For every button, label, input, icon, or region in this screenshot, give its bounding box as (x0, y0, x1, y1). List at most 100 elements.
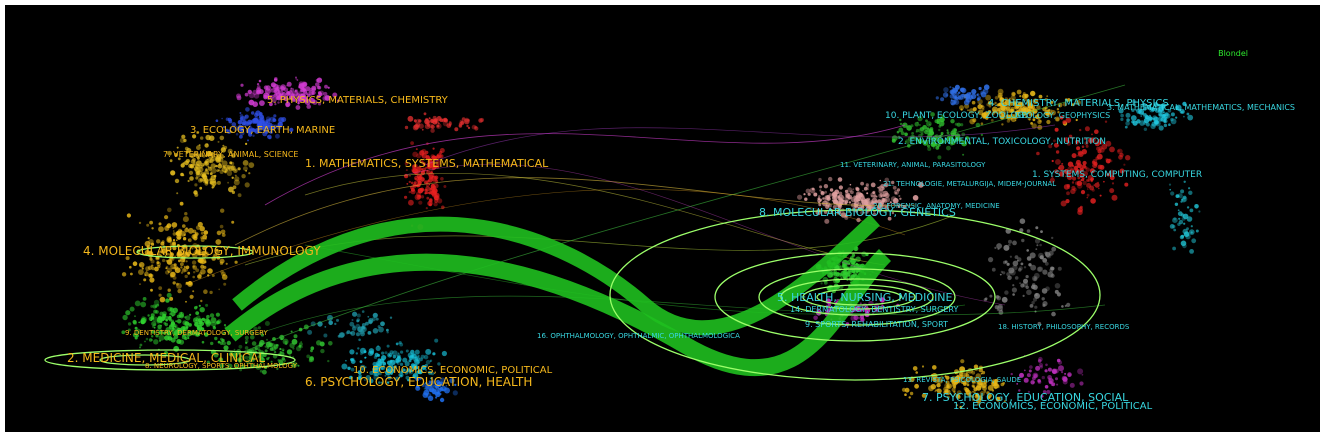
journal-node (278, 359, 284, 365)
journal-node (148, 338, 153, 342)
journal-node (158, 222, 162, 226)
journal-node (838, 185, 844, 190)
journal-node (1046, 253, 1052, 259)
journal-node (1064, 137, 1069, 142)
right-cluster-label[interactable]: 18. HISTORY, PHILOSOPHY, RECORDS (998, 323, 1130, 331)
journal-node (386, 328, 389, 332)
journal-node (1057, 111, 1060, 114)
journal-node (421, 128, 424, 131)
journal-node (1085, 144, 1089, 148)
left-cluster-label[interactable]: 2. MEDICINE, MEDICAL, CLINICAL (67, 351, 266, 365)
journal-node (308, 90, 315, 96)
right-cluster-label[interactable]: 1. SYSTEMS, COMPUTING, COMPUTER (1032, 170, 1203, 180)
right-cluster-label[interactable]: 3. MATHEMATICAL, MATHEMATICS, MECHANICS (1107, 103, 1295, 112)
right-cluster-label[interactable]: 21. TEHNOLOGIE, METALURGIJA, MIDEM-JOURN… (883, 180, 1057, 188)
journal-node (912, 195, 919, 201)
journal-node (1087, 188, 1089, 190)
left-cluster-label[interactable]: 10. ECONOMICS, ECONOMIC, POLITICAL (353, 365, 553, 376)
left-cluster-label[interactable]: 5. PHYSICS, MATERIALS, CHEMISTRY (267, 95, 448, 106)
journal-node (194, 232, 197, 234)
left-cluster-label[interactable]: 1. MATHEMATICS, SYSTEMS, MATHEMATICAL (305, 157, 549, 170)
journal-node (1175, 194, 1180, 199)
journal-node (1054, 127, 1059, 132)
journal-node (940, 97, 945, 102)
journal-node (1029, 252, 1036, 259)
journal-node (420, 195, 425, 199)
right-cluster-label[interactable]: 4. CHEMISTRY, MATERIALS, PHYSICS (988, 98, 1169, 109)
journal-node (1009, 255, 1013, 258)
journal-node (397, 355, 401, 359)
journal-node (1038, 362, 1043, 368)
journal-node (375, 317, 379, 321)
journal-node (276, 367, 279, 371)
journal-node (1051, 382, 1056, 387)
journal-node (1023, 369, 1026, 372)
journal-node (1056, 108, 1060, 111)
journal-node (1059, 115, 1064, 120)
journal-node (819, 185, 823, 189)
journal-node (403, 368, 407, 372)
journal-node (144, 271, 149, 277)
journal-node (126, 213, 131, 218)
journal-node (235, 132, 239, 136)
journal-node (415, 148, 418, 151)
journal-node (350, 367, 355, 372)
journal-node (373, 374, 380, 381)
journal-node (969, 142, 972, 145)
journal-node (1169, 224, 1175, 229)
right-cluster-label[interactable]: 16. OPHTHALMOLOGY, OPHTHALMIC, OPHTHALMO… (537, 332, 740, 340)
journal-node (853, 197, 859, 203)
journal-node (1060, 200, 1067, 207)
journal-node (151, 330, 156, 334)
left-cluster-label[interactable]: 8. NEUROLOGY, SPORTS, OPHTHALMOLOGY (145, 362, 298, 370)
journal-node (1044, 109, 1051, 116)
right-cluster-label[interactable]: 5. HEALTH, NURSING, MEDICINE (777, 291, 953, 304)
journal-node (900, 208, 904, 212)
right-cluster-label[interactable]: GEOLOGY, GEOPHYSICS (1015, 111, 1111, 120)
journal-node (1131, 99, 1137, 105)
journal-node (1053, 142, 1059, 148)
right-cluster-label[interactable]: 20. FORENSIC, ANATOMY, MEDICINE (873, 202, 1000, 210)
journal-node (898, 127, 904, 133)
journal-node (165, 327, 171, 333)
journal-node (371, 317, 376, 322)
left-cluster-label[interactable]: 4. MOLECULAR BIOLOGY, IMMUNOLOGY (83, 244, 321, 258)
journal-node (424, 384, 430, 390)
journal-node (139, 283, 141, 285)
journal-node (215, 164, 218, 168)
right-cluster-label[interactable]: 13. REVISTA, PSICOLOGIA, SAUDE (903, 376, 1022, 384)
right-cluster-label[interactable]: 10. PLANT, ECOLOGY, ZOOLOGY (885, 111, 1030, 121)
left-cluster-label[interactable]: 3. ECOLOGY, EARTH, MARINE (190, 125, 336, 136)
right-cluster-label[interactable]: 14. DERMATOLOGY, DENTISTRY, SURGERY (790, 305, 959, 314)
left-cluster-label[interactable]: 9. DENTISTRY, DERMATOLOGY, SURGERY (125, 329, 268, 337)
journal-node (1062, 102, 1068, 107)
journal-node (959, 87, 965, 93)
journal-node (1042, 390, 1047, 394)
journal-node (244, 355, 249, 360)
overlay-map-canvas[interactable]: Blondel 5. PHYSICS, MATERIALS, CHEMISTRY… (5, 5, 1320, 432)
journal-node (819, 189, 822, 192)
journal-node (239, 112, 242, 114)
journal-node (1057, 266, 1062, 271)
journal-node (428, 157, 431, 161)
journal-node (357, 376, 362, 380)
journal-node (872, 212, 877, 216)
journal-node (927, 147, 932, 151)
right-cluster-label[interactable]: 7. PSYCHOLOGY, EDUCATION, SOCIAL (922, 391, 1129, 404)
journal-node (928, 385, 934, 392)
journal-node (425, 359, 431, 365)
journal-node (250, 127, 255, 132)
journal-node (247, 89, 252, 95)
right-cluster-label[interactable]: 11. VETERINARY, ANIMAL, PARASITOLOGY (840, 161, 986, 169)
right-cluster-label[interactable]: 9. SPORTS, REHABILITATION, SPORT (805, 320, 948, 329)
right-cluster-label[interactable]: 8. MOLECULAR BIOLOGY, GENETICS (759, 206, 956, 219)
right-cluster-label[interactable]: 12. ECONOMICS, ECONOMIC, POLITICAL (953, 401, 1153, 412)
journal-node (180, 246, 186, 252)
left-cluster-label[interactable]: 7. VETERINARY, ANIMAL, SCIENCE (163, 150, 299, 159)
left-cluster-label[interactable]: 6. PSYCHOLOGY, EDUCATION, HEALTH (305, 375, 533, 389)
journal-node (1067, 166, 1073, 172)
journal-node (147, 265, 153, 270)
right-cluster-label[interactable]: 2. ENVIRONMENTAL, TOXICOLOGY, NUTRITION (898, 137, 1107, 147)
journal-node (1042, 269, 1048, 275)
journal-node (1149, 106, 1155, 113)
